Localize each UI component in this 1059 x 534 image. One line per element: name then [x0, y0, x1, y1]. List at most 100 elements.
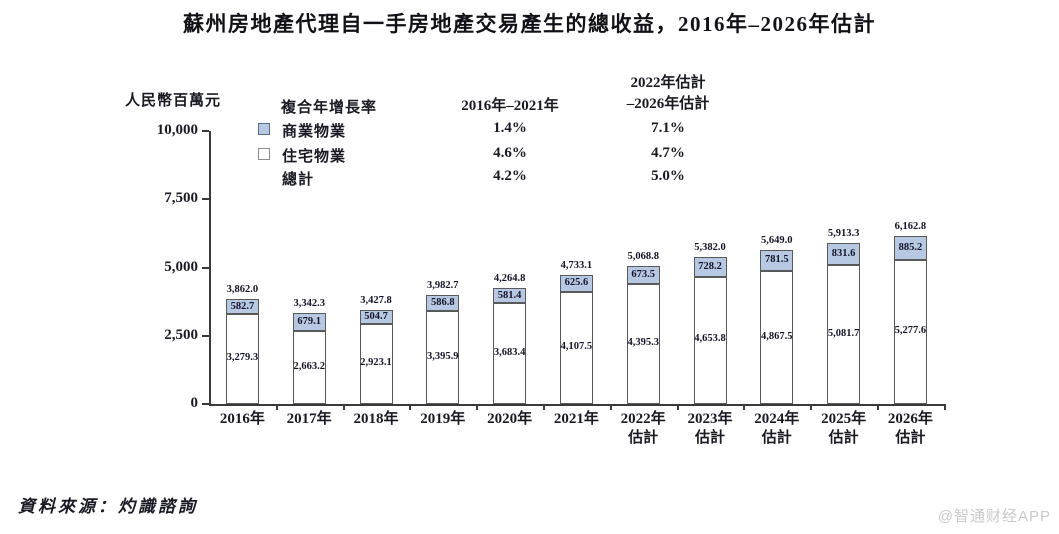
bar-commercial-label: 586.8: [430, 297, 455, 309]
bar-commercial-segment: [493, 287, 527, 304]
watermark: @智通财经APP: [937, 508, 1051, 525]
bar-residential-label: 3,395.9: [427, 350, 459, 362]
legend-swatch-residential-icon: [258, 148, 270, 160]
cagr-col1-header: 2016年–2021年: [461, 98, 559, 114]
x-axis-label: 2022年 估計: [620, 411, 666, 446]
bar-commercial-segment: [760, 249, 794, 272]
bar-total-label: 3,982.7: [427, 280, 459, 292]
x-axis-tick: [609, 404, 612, 410]
bar-commercial-label: 781.5: [764, 254, 789, 266]
x-axis-tick: [676, 404, 679, 410]
bar-residential-segment: [893, 259, 927, 404]
x-axis-label: 2020年: [487, 411, 533, 427]
bar-residential-label: 2,663.2: [293, 360, 325, 372]
bar-total-label: 4,733.1: [560, 259, 593, 271]
source-note: 資料來源：灼識諮詢: [18, 497, 198, 516]
bar-residential-label: 5,277.6: [894, 324, 927, 336]
cagr-residential-2022-2026: 4.7%: [651, 145, 685, 161]
legend-row-label-commercial: 商業物業: [282, 124, 347, 140]
bar-commercial-segment: [827, 242, 861, 266]
x-axis-label: 2023年 估計: [687, 411, 733, 446]
bar-commercial-label: 673.5: [631, 268, 655, 280]
bar-total-label: 5,913.3: [827, 227, 860, 239]
bar-residential-label: 2,923.1: [360, 357, 392, 369]
bar-residential-segment: [827, 265, 861, 404]
x-axis-label: 2016年: [219, 411, 265, 427]
x-axis-tick: [476, 404, 479, 410]
bar-residential-label: 5,081.7: [827, 327, 860, 339]
x-axis-line: [208, 404, 946, 406]
legend-title: 複合年增長率: [281, 100, 378, 116]
y-axis-unit-label: 人民幣百萬元: [125, 93, 222, 109]
bar-residential-segment: [559, 291, 593, 404]
bar-commercial-label: 504.7: [364, 311, 388, 323]
bar-commercial-segment: [559, 274, 593, 292]
y-axis-tick: [202, 130, 209, 132]
bar-total-label: 3,862.0: [226, 283, 259, 295]
bar-commercial-label: 581.4: [497, 289, 522, 301]
bar-residential-label: 4,653.8: [694, 333, 726, 345]
bar-commercial-segment: [693, 257, 727, 277]
bar-commercial-segment: [626, 265, 660, 284]
bar-commercial-label: 625.6: [564, 277, 589, 289]
x-axis-label: 2021年: [553, 411, 599, 427]
bar-residential-segment: [292, 331, 326, 404]
bar-residential-segment: [626, 284, 660, 404]
y-axis-tick: [202, 198, 209, 201]
cagr-commercial-2022-2026: 7.1%: [651, 120, 685, 136]
y-axis-line: [208, 131, 211, 405]
bar-residential-label: 4,395.3: [627, 337, 659, 348]
bar-commercial-segment: [292, 312, 326, 332]
x-axis-label: 2024年 估計: [754, 411, 800, 446]
bar-residential-label: 4,107.5: [560, 340, 593, 352]
y-axis-tick-label: 7,500: [164, 190, 198, 207]
bar-residential-label: 3,683.4: [493, 346, 526, 358]
x-axis-label: 2025年 估計: [821, 411, 867, 446]
bar-total-label: 6,162.8: [894, 220, 927, 232]
bar-residential-segment: [493, 303, 527, 404]
page-title: 蘇州房地產代理自一手房地產交易產生的總收益，2016年–2026年估計: [183, 12, 876, 36]
y-axis-tick: [202, 403, 209, 405]
x-axis-tick: [409, 404, 412, 410]
bar-residential-segment: [760, 271, 794, 404]
x-axis-label: 2026年 估計: [887, 411, 933, 446]
bar-total-label: 5,068.8: [627, 250, 659, 262]
y-axis-tick: [202, 266, 209, 269]
legend-row-label-total: 總計: [282, 172, 315, 188]
cagr-commercial-2016-2021: 1.4%: [493, 120, 527, 136]
x-axis-tick: [342, 404, 345, 410]
x-axis-tick: [543, 404, 545, 410]
y-axis-tick-label: 0: [190, 395, 199, 411]
bar-commercial-label: 831.6: [831, 247, 856, 259]
cagr-total-2022-2026: 5.0%: [651, 168, 685, 184]
y-axis-tick-label: 10,000: [156, 122, 198, 138]
x-axis-label: 2018年: [353, 411, 399, 427]
bar-residential-segment: [225, 314, 259, 404]
cagr-col2-header-line2: –2026年估計: [626, 96, 710, 112]
bar-commercial-segment: [893, 235, 927, 260]
bar-residential-segment: [426, 311, 460, 404]
bar-total-label: 5,382.0: [694, 242, 726, 254]
bar-residential-segment: [693, 276, 727, 404]
cagr-residential-2016-2021: 4.6%: [493, 145, 527, 161]
bar-total-label: 5,649.0: [761, 234, 793, 246]
bar-residential-label: 4,867.5: [761, 330, 793, 342]
x-axis-tick: [810, 404, 813, 410]
bar-commercial-label: 582.7: [230, 300, 255, 312]
bar-residential-segment: [359, 324, 393, 404]
bar-residential-label: 3,279.3: [226, 352, 259, 364]
y-axis-tick-label: 2,500: [164, 326, 198, 343]
cagr-col2-header: 2022年估計 –2026年估計: [598, 73, 738, 115]
y-axis-tick: [202, 334, 209, 337]
bar-total-label: 3,427.8: [360, 295, 392, 307]
x-axis-tick: [877, 404, 879, 410]
bar-total-label: 4,264.8: [493, 272, 526, 284]
x-axis-tick: [275, 404, 278, 410]
bar-commercial-label: 728.2: [698, 261, 722, 272]
bar-commercial-segment: [359, 310, 393, 325]
bar-commercial-segment: [426, 295, 460, 312]
legend-swatch-commercial-icon: [258, 123, 270, 135]
cagr-col2-header-line1: 2022年估計: [630, 75, 706, 91]
